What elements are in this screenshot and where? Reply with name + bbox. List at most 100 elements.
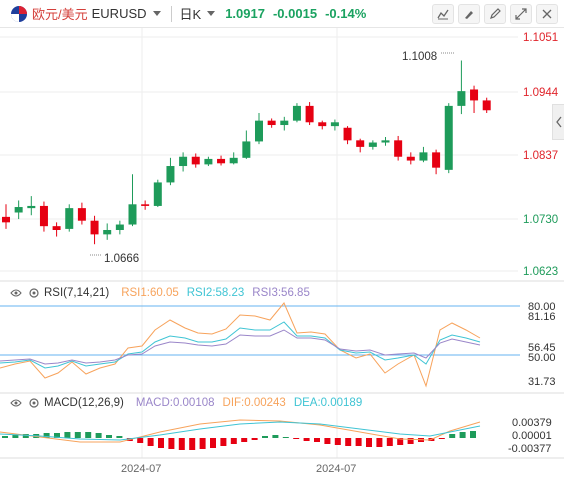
candle[interactable] — [2, 216, 10, 223]
candle[interactable] — [217, 158, 226, 164]
period-dropdown-icon[interactable] — [207, 11, 216, 16]
draw-button[interactable] — [458, 4, 480, 24]
candle[interactable] — [419, 152, 428, 161]
macd-bar — [241, 438, 248, 442]
macd-bar — [116, 436, 123, 438]
macd-bar — [251, 438, 258, 440]
candle[interactable] — [394, 140, 403, 157]
pen-button[interactable] — [484, 4, 506, 24]
settings-icon[interactable] — [28, 287, 40, 299]
price-tick: 1.0623 — [523, 266, 558, 278]
chart-type-button[interactable] — [432, 4, 454, 24]
price-axis: 1.1051 1.0944 1.0837 1.0730 1.0623 — [523, 32, 559, 278]
macd-tick: 0.00379 — [512, 417, 552, 429]
candle[interactable] — [229, 157, 238, 164]
price-change-pct: -0.14% — [325, 6, 367, 21]
macd-bar — [449, 434, 456, 438]
candle[interactable] — [141, 204, 150, 206]
macd-bar — [158, 438, 164, 448]
candle[interactable] — [292, 105, 301, 121]
candle[interactable] — [52, 226, 61, 230]
candle[interactable] — [128, 204, 137, 225]
macd-bar — [12, 435, 19, 438]
macd-bar — [230, 438, 237, 444]
settings-icon[interactable] — [28, 397, 40, 409]
candle[interactable] — [343, 127, 352, 141]
macd-bar — [303, 438, 310, 441]
fullscreen-button[interactable] — [510, 4, 532, 24]
candle[interactable] — [381, 140, 390, 143]
rsi2-value: RSI2:58.23 — [186, 287, 245, 299]
rsi-header: RSI(7,14,21) RSI1:60.05 RSI2:58.23 RSI3:… — [0, 285, 310, 301]
macd-bar — [147, 438, 154, 446]
candle[interactable] — [457, 91, 466, 106]
eye-icon[interactable] — [10, 397, 22, 409]
candle[interactable] — [330, 122, 339, 127]
symbol-code[interactable]: EURUSD — [91, 6, 147, 21]
rsi3-line — [0, 329, 481, 365]
macd-bar — [54, 433, 60, 438]
candle[interactable] — [280, 120, 289, 126]
candle[interactable] — [179, 156, 188, 167]
brush-icon — [465, 11, 473, 19]
candles — [2, 60, 491, 245]
candle[interactable] — [65, 208, 74, 229]
dif-value: DIF:0.00243 — [222, 397, 286, 409]
candle[interactable] — [255, 120, 263, 142]
price-change: -0.0015 — [272, 6, 318, 21]
price-tick: 1.0944 — [523, 87, 559, 99]
macd-tick: 0.00001 — [512, 430, 552, 442]
eu-us-flag-icon — [11, 5, 27, 22]
candle[interactable] — [191, 156, 200, 165]
candle[interactable] — [166, 166, 175, 183]
candle[interactable] — [267, 120, 276, 126]
macd-bar — [376, 438, 383, 447]
candle[interactable] — [115, 224, 124, 230]
candle[interactable] — [406, 156, 415, 161]
candle[interactable] — [39, 205, 48, 227]
candle[interactable] — [356, 140, 365, 147]
toolbar: 欧元/美元 EURUSD 日K 1.0917 -0.0015 -0.14% — [0, 0, 564, 28]
collapse-panel-button[interactable] — [552, 104, 564, 140]
candle[interactable] — [242, 141, 251, 158]
time-axis: 2024-07 2024-07 — [121, 463, 356, 475]
candle[interactable] — [90, 220, 99, 235]
candle[interactable] — [470, 89, 479, 101]
macd-bar — [314, 438, 320, 442]
candle[interactable] — [444, 105, 453, 170]
symbol-cn[interactable]: 欧元/美元 — [32, 7, 88, 22]
candle[interactable] — [305, 105, 314, 123]
candle[interactable] — [432, 152, 441, 168]
candle[interactable] — [204, 158, 213, 165]
candle[interactable] — [103, 229, 112, 235]
macd-bar — [407, 438, 414, 444]
divider — [170, 5, 172, 22]
macd-bar — [345, 438, 352, 446]
candle[interactable] — [27, 205, 36, 209]
macd-bar — [43, 433, 50, 438]
candle[interactable] — [14, 207, 23, 213]
macd-bar — [334, 438, 341, 445]
macd-bar — [64, 432, 71, 438]
rsi-tick: 80.00 — [528, 301, 556, 313]
rsi1-line — [0, 302, 481, 388]
macd-bar — [459, 432, 466, 438]
candle[interactable] — [368, 142, 377, 147]
pen-icon — [490, 8, 501, 19]
rsi-label: RSI(7,14,21) — [44, 287, 110, 299]
candle[interactable] — [318, 122, 327, 127]
macd-bar — [470, 431, 476, 438]
candle[interactable] — [482, 100, 491, 111]
period-selector[interactable]: 日K — [179, 7, 202, 22]
candle[interactable] — [153, 182, 162, 206]
rsi1-value: RSI1:60.05 — [121, 287, 179, 299]
candle[interactable] — [77, 208, 86, 221]
symbol-dropdown-icon[interactable] — [152, 11, 161, 16]
macd-bar — [106, 435, 112, 438]
dea-line — [0, 421, 481, 441]
macd-bar — [95, 433, 102, 438]
close-button[interactable] — [536, 4, 558, 24]
price-chart[interactable]: 1.1051 1.0944 1.0837 1.0730 1.0623 1.100… — [0, 28, 564, 480]
eye-icon[interactable] — [10, 287, 22, 299]
time-tick: 2024-07 — [316, 463, 356, 475]
